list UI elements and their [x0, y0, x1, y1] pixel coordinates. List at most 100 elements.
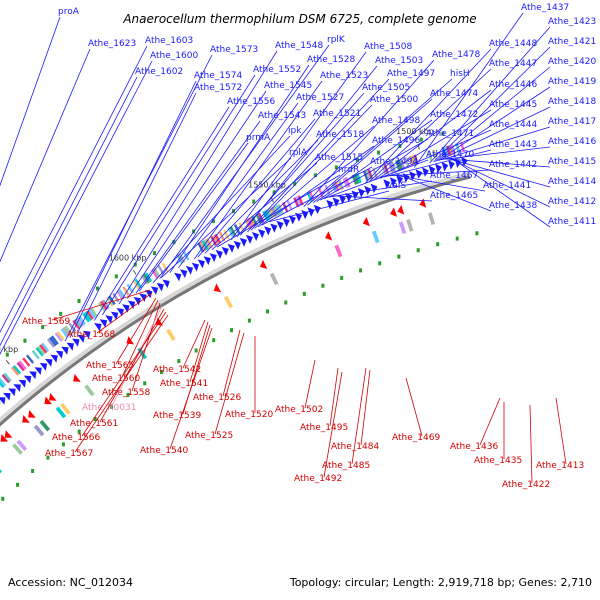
rna-marker: [293, 181, 297, 186]
plus-label-leader: [254, 125, 375, 229]
plus-label-leader: [331, 195, 433, 202]
minus-gene-arrow: [390, 207, 398, 217]
plus-gene-block: [397, 159, 403, 170]
plus-gene-block: [308, 190, 315, 202]
rna-marker: [46, 455, 50, 460]
minus-gene-block: [269, 272, 279, 286]
plus-gene-label: Athe_1471: [426, 129, 474, 139]
plus-gene-block: [197, 242, 205, 253]
plus-gene-label: Athe_1496: [372, 136, 420, 146]
plus-gene-block: [90, 307, 98, 318]
plus-gene-block: [116, 290, 124, 300]
plus-gene-label: valS: [387, 181, 406, 191]
plus-gene-block: [293, 197, 300, 208]
plus-label-leader: [442, 146, 551, 160]
minus-label-leader: [351, 367, 367, 465]
minus-gene-arrow: [48, 392, 57, 401]
plus-gene-block: [56, 331, 65, 341]
minus-gene-label: Athe_1520: [225, 410, 273, 420]
plus-label-leader: [138, 142, 249, 292]
plus-gene-arrow: [162, 279, 170, 289]
plus-label-leader: [152, 135, 291, 284]
plus-gene-arrow: [139, 293, 147, 302]
plus-gene-block: [122, 286, 130, 296]
minus-gene-arrow: [419, 198, 427, 208]
minus-label-leader: [222, 329, 241, 397]
plus-label-leader: [437, 86, 551, 162]
minus-gene-block: [0, 469, 3, 474]
plus-gene-arrow: [34, 367, 42, 375]
plus-gene-label: Athe_1420: [548, 57, 596, 67]
minus-gene-label: Athe_1569: [22, 317, 70, 327]
rna-marker: [455, 236, 459, 241]
minus-gene-label: Athe_1469: [392, 433, 440, 443]
plus-gene-arrow: [396, 175, 404, 185]
plus-gene-arrow: [221, 246, 229, 256]
plus-gene-arrow: [122, 304, 130, 313]
plus-gene-arrow: [203, 256, 211, 266]
plus-label-leader: [197, 118, 316, 258]
plus-label-leader: [376, 109, 492, 180]
plus-gene-block: [365, 169, 371, 181]
rna-marker: [284, 300, 288, 305]
plus-gene-arrow: [29, 371, 37, 380]
plus-gene-block: [88, 308, 96, 319]
tick-label: 1500 kbp: [396, 127, 434, 136]
minus-gene-block: [371, 230, 380, 244]
plus-gene-block: [41, 342, 50, 353]
plus-label-leader: [364, 48, 492, 184]
plus-gene-label: Athe_1411: [548, 217, 596, 227]
plus-gene-arrow: [270, 223, 278, 233]
plus-gene-arrow: [116, 308, 124, 317]
minus-label-leader: [329, 367, 339, 427]
plus-gene-arrow: [0, 397, 6, 405]
plus-gene-arrow: [209, 253, 217, 262]
rna-marker: [266, 309, 269, 314]
plus-gene-block: [408, 155, 415, 167]
plus-gene-label: rplA: [289, 148, 308, 158]
plus-gene-label: Athe_1515: [315, 153, 363, 163]
plus-gene-label: Athe_1556: [227, 97, 275, 107]
plus-gene-block: [0, 377, 7, 387]
plus-gene-arrow: [338, 195, 346, 205]
plus-label-leader: [413, 12, 524, 168]
plus-gene-block: [176, 254, 184, 265]
minus-gene-label: Athe_1422: [502, 480, 550, 490]
plus-gene-arrow: [264, 226, 272, 236]
plus-label-leader: [93, 106, 230, 321]
plus-gene-block: [74, 318, 83, 328]
plus-label-leader: [77, 92, 197, 333]
plus-gene-label: Athe_1437: [521, 3, 569, 13]
plus-gene-label: Athe_1417: [548, 117, 596, 127]
minus-gene-arrow: [259, 259, 268, 269]
plus-gene-arrow: [23, 375, 32, 384]
plus-gene-block: [78, 315, 86, 326]
plus-gene-block: [448, 144, 454, 156]
rna-marker: [172, 240, 176, 245]
minus-gene-block: [334, 244, 343, 258]
genome-stats-text: Topology: circular; Length: 2,919,718 bp…: [289, 576, 592, 589]
plus-label-leader: [0, 76, 138, 347]
plus-label-leader: [127, 90, 267, 299]
rna-marker: [355, 157, 359, 162]
plus-gene-label: proA: [58, 7, 80, 17]
rna-marker: [194, 348, 198, 353]
genome-backbone: [0, 171, 471, 427]
minus-gene-label: Athe_1502: [275, 405, 323, 415]
tick-label: 1650 kbp: [0, 345, 18, 354]
plus-label-leader: [118, 50, 278, 305]
rna-marker: [247, 318, 251, 323]
plus-gene-arrow: [258, 229, 266, 239]
plus-label-leader: [327, 180, 433, 198]
minus-gene-label: Athe_1413: [536, 461, 584, 471]
plus-label-leader: [433, 46, 551, 163]
plus-gene-arrow: [18, 379, 27, 388]
minus-gene-arrow: [362, 216, 370, 227]
minus-label-leader: [529, 404, 533, 484]
plus-gene-arrow: [435, 163, 442, 174]
plus-gene-label: Athe_1572: [194, 83, 242, 93]
minus-label-leader: [182, 319, 206, 369]
plus-gene-block: [3, 372, 12, 382]
page-title: Anaerocellum thermophilum DSM 6725, comp…: [123, 12, 477, 26]
